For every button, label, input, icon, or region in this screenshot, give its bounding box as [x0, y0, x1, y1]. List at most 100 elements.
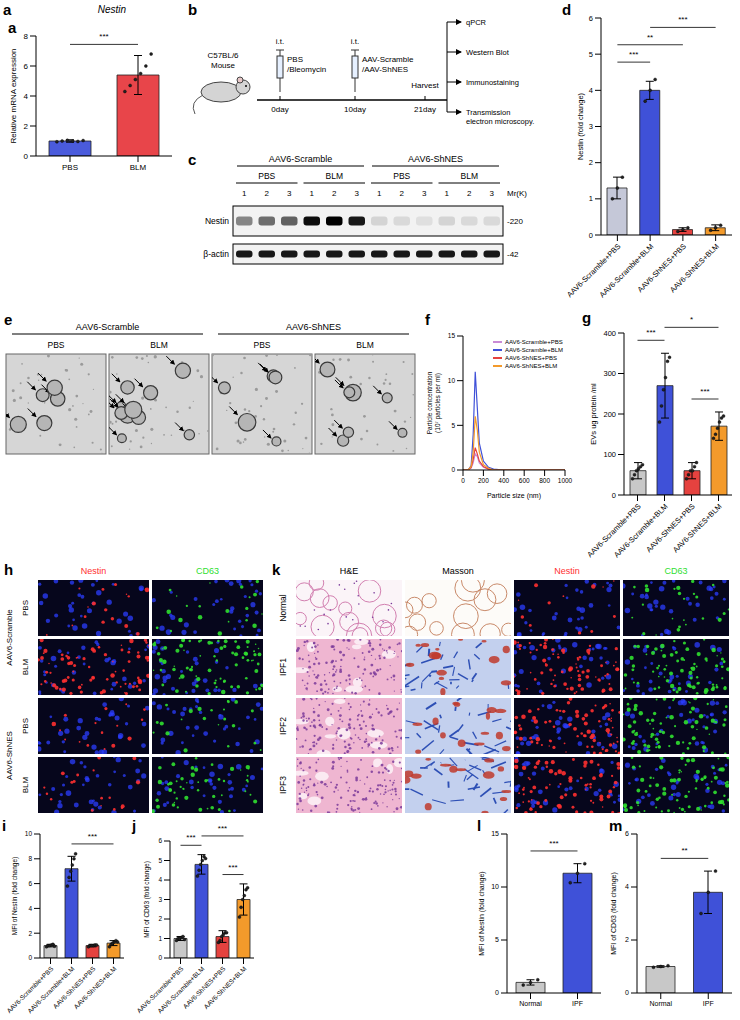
- svg-text:6: 6: [24, 62, 29, 71]
- svg-text:BLM: BLM: [21, 776, 30, 793]
- svg-text:0: 0: [158, 954, 162, 961]
- svg-text:1: 1: [589, 194, 593, 203]
- svg-text:1: 1: [158, 935, 162, 942]
- svg-text:IPF2: IPF2: [278, 717, 288, 735]
- svg-text:BLM: BLM: [150, 340, 167, 350]
- svg-text:AAV6-Scramble+PBS: AAV6-Scramble+PBS: [565, 242, 622, 299]
- svg-text:0day: 0day: [271, 105, 288, 114]
- svg-text:5: 5: [451, 422, 455, 429]
- svg-text:3: 3: [287, 189, 292, 198]
- svg-text:AAV6-ShNES: AAV6-ShNES: [286, 322, 341, 332]
- svg-text:Immunostaining: Immunostaining: [466, 78, 519, 87]
- svg-text:AAV6-ShNES+BLM: AAV6-ShNES+BLM: [668, 242, 721, 295]
- svg-text:CD63: CD63: [664, 566, 687, 576]
- svg-text:600: 600: [519, 477, 530, 484]
- svg-text:3: 3: [158, 896, 162, 903]
- svg-text:10day: 10day: [344, 105, 366, 114]
- svg-text:***: ***: [218, 824, 227, 833]
- svg-text:0: 0: [589, 231, 593, 240]
- svg-text:0: 0: [612, 491, 616, 500]
- svg-text:AAV6-Scramble: AAV6-Scramble: [76, 322, 139, 332]
- svg-text:5: 5: [495, 936, 499, 943]
- svg-text:400: 400: [498, 477, 509, 484]
- svg-text:21day: 21day: [414, 105, 436, 114]
- svg-text:2: 2: [24, 122, 29, 131]
- svg-text:1000: 1000: [558, 477, 573, 484]
- svg-text:i.t.: i.t.: [351, 37, 359, 46]
- svg-text:Particle size (nm): Particle size (nm): [487, 492, 541, 500]
- svg-text:*: *: [690, 315, 693, 324]
- svg-text:6: 6: [589, 14, 593, 23]
- svg-text:AAV6-ShNES: AAV6-ShNES: [5, 731, 14, 780]
- svg-text:Normal: Normal: [278, 594, 288, 622]
- svg-text:PBS: PBS: [47, 340, 64, 350]
- svg-text:BLM: BLM: [461, 171, 478, 181]
- svg-text:2: 2: [265, 189, 270, 198]
- svg-text:Nestin: Nestin: [554, 566, 580, 576]
- svg-text:MFI of CD63 (fold change): MFI of CD63 (fold change): [610, 872, 618, 954]
- svg-text:qPCR: qPCR: [466, 18, 487, 27]
- svg-text:***: ***: [700, 387, 709, 396]
- svg-text:CD63: CD63: [196, 566, 219, 576]
- svg-text:4: 4: [158, 876, 162, 883]
- svg-text:0: 0: [28, 954, 32, 961]
- svg-text:Harvest: Harvest: [411, 81, 439, 90]
- svg-text:3: 3: [490, 189, 495, 198]
- svg-text:15: 15: [448, 332, 456, 339]
- svg-text:PBS: PBS: [21, 718, 30, 734]
- svg-text:BLM: BLM: [356, 340, 373, 350]
- svg-text:Mr(K): Mr(K): [507, 189, 527, 198]
- svg-text:-42: -42: [507, 250, 519, 259]
- svg-text:-220: -220: [507, 217, 524, 226]
- svg-text:**: **: [647, 33, 653, 42]
- svg-text:1: 1: [242, 189, 247, 198]
- svg-text:2: 2: [332, 189, 337, 198]
- svg-text:4: 4: [24, 92, 29, 101]
- svg-text:6: 6: [625, 830, 629, 837]
- svg-text:400: 400: [603, 329, 616, 338]
- svg-text:2: 2: [625, 936, 629, 943]
- svg-text:Masson: Masson: [442, 566, 474, 576]
- svg-text:Normal: Normal: [519, 1000, 542, 1007]
- svg-text:PBS: PBS: [287, 55, 303, 64]
- svg-text:H&E: H&E: [340, 566, 359, 576]
- svg-text:IPF1: IPF1: [278, 658, 288, 676]
- svg-text:4: 4: [625, 883, 629, 890]
- svg-text:10: 10: [491, 883, 499, 890]
- svg-text:Nestin: Nestin: [81, 566, 107, 576]
- svg-text:10: 10: [448, 377, 456, 384]
- svg-text:AAV6-ShNES+PBS: AAV6-ShNES+PBS: [644, 502, 696, 554]
- svg-text:3: 3: [422, 189, 427, 198]
- svg-text:200: 200: [478, 477, 489, 484]
- svg-text:0: 0: [495, 989, 499, 996]
- svg-text:MFI of Nestin (fold change): MFI of Nestin (fold change): [478, 871, 486, 955]
- svg-text:Particle concentration: Particle concentration: [426, 371, 433, 434]
- svg-text:***: ***: [629, 50, 638, 59]
- svg-text:Transmission: Transmission: [466, 108, 510, 117]
- svg-text:MFI of CD63 (fold change): MFI of CD63 (fold change): [143, 861, 151, 938]
- svg-text:AAV6-ShNES: AAV6-ShNES: [408, 154, 463, 164]
- svg-text:BLM: BLM: [130, 163, 147, 172]
- svg-text:PBS: PBS: [21, 600, 30, 616]
- svg-text:PBS: PBS: [393, 171, 410, 181]
- svg-text:***: ***: [186, 833, 195, 842]
- svg-text:IPF: IPF: [572, 1000, 583, 1007]
- svg-text:***: ***: [646, 328, 655, 337]
- svg-text:/Bleomycin: /Bleomycin: [287, 65, 326, 74]
- svg-text:AAV6-ShNES+BLM: AAV6-ShNES+BLM: [72, 965, 117, 1010]
- svg-text:***: ***: [99, 32, 108, 41]
- svg-text:BLM: BLM: [326, 171, 343, 181]
- svg-text:5: 5: [158, 857, 162, 864]
- svg-text:***: ***: [678, 15, 687, 24]
- svg-text:***: ***: [88, 832, 97, 841]
- svg-text:6: 6: [28, 880, 32, 887]
- svg-text:0: 0: [24, 152, 29, 161]
- svg-text:1: 1: [445, 189, 450, 198]
- svg-text:3: 3: [589, 122, 593, 131]
- svg-text:2: 2: [400, 189, 405, 198]
- svg-text:4: 4: [589, 86, 593, 95]
- svg-text:Mouse: Mouse: [211, 61, 236, 70]
- svg-text:IPF3: IPF3: [278, 776, 288, 794]
- svg-text:2: 2: [467, 189, 472, 198]
- svg-text:AAV-Scramble: AAV-Scramble: [362, 55, 414, 64]
